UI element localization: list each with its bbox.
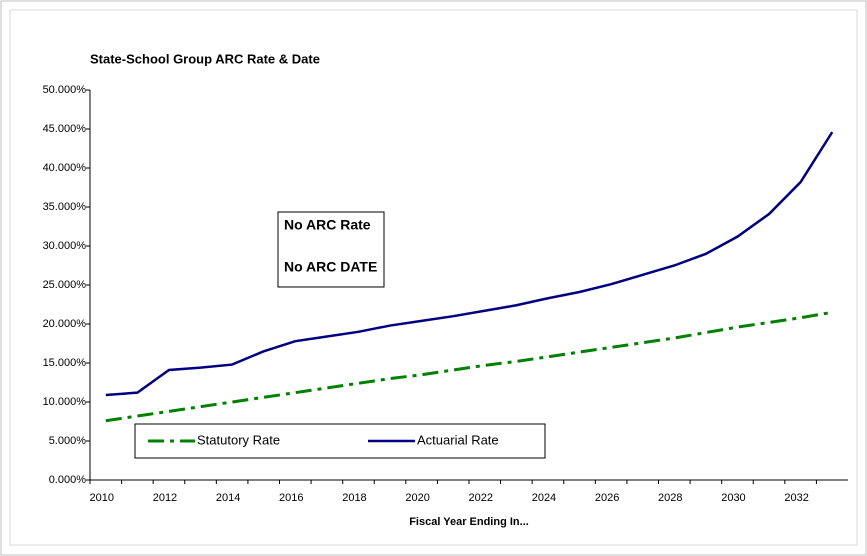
y-tick-label: 20.000% [43,318,87,330]
chart-border [9,9,858,546]
x-tick-label: 2014 [216,492,240,504]
legend-label: Actuarial Rate [417,432,499,447]
x-tick-label: 2024 [532,492,556,504]
y-tick-label: 30.000% [43,240,87,252]
legend-label: Statutory Rate [197,432,280,447]
x-axis-title: Fiscal Year Ending In... [409,516,529,528]
legend [134,423,546,459]
y-tick-label: 45.000% [43,123,87,135]
y-tick-label: 0.000% [49,474,87,486]
x-tick-label: 2016 [279,492,303,504]
y-tick-label: 5.000% [49,435,87,447]
y-tick-label: 40.000% [43,162,87,174]
x-tick-label: 2022 [469,492,493,504]
annotation: No ARC Rate [284,217,371,233]
y-tick-label: 10.000% [43,396,87,408]
x-tick-label: 2030 [721,492,745,504]
x-tick-label: 2010 [90,492,114,504]
y-tick-label: 50.000% [43,84,87,96]
chart-title: State-School Group ARC Rate & Date [90,51,320,66]
x-tick-label: 2018 [342,492,366,504]
y-tick-label: 15.000% [43,357,87,369]
x-tick-label: 2012 [153,492,177,504]
annotation-box [277,211,385,288]
annotation: No ARC DATE [284,259,377,275]
series-line [105,310,833,423]
y-tick-label: 25.000% [43,279,87,291]
y-tick-label: 35.000% [43,201,87,213]
series-line [105,131,834,397]
plot: 0.000% 5.000% 10.000% 15.000% 20.000% 25.000%… [43,84,834,504]
legend-items: Statutory Rate Actuarial Rate [148,432,499,447]
x-tick-label: 2026 [595,492,619,504]
x-tick-label: 2032 [784,492,808,504]
x-tick-label: 2020 [405,492,429,504]
x-tick-label: 2028 [658,492,682,504]
